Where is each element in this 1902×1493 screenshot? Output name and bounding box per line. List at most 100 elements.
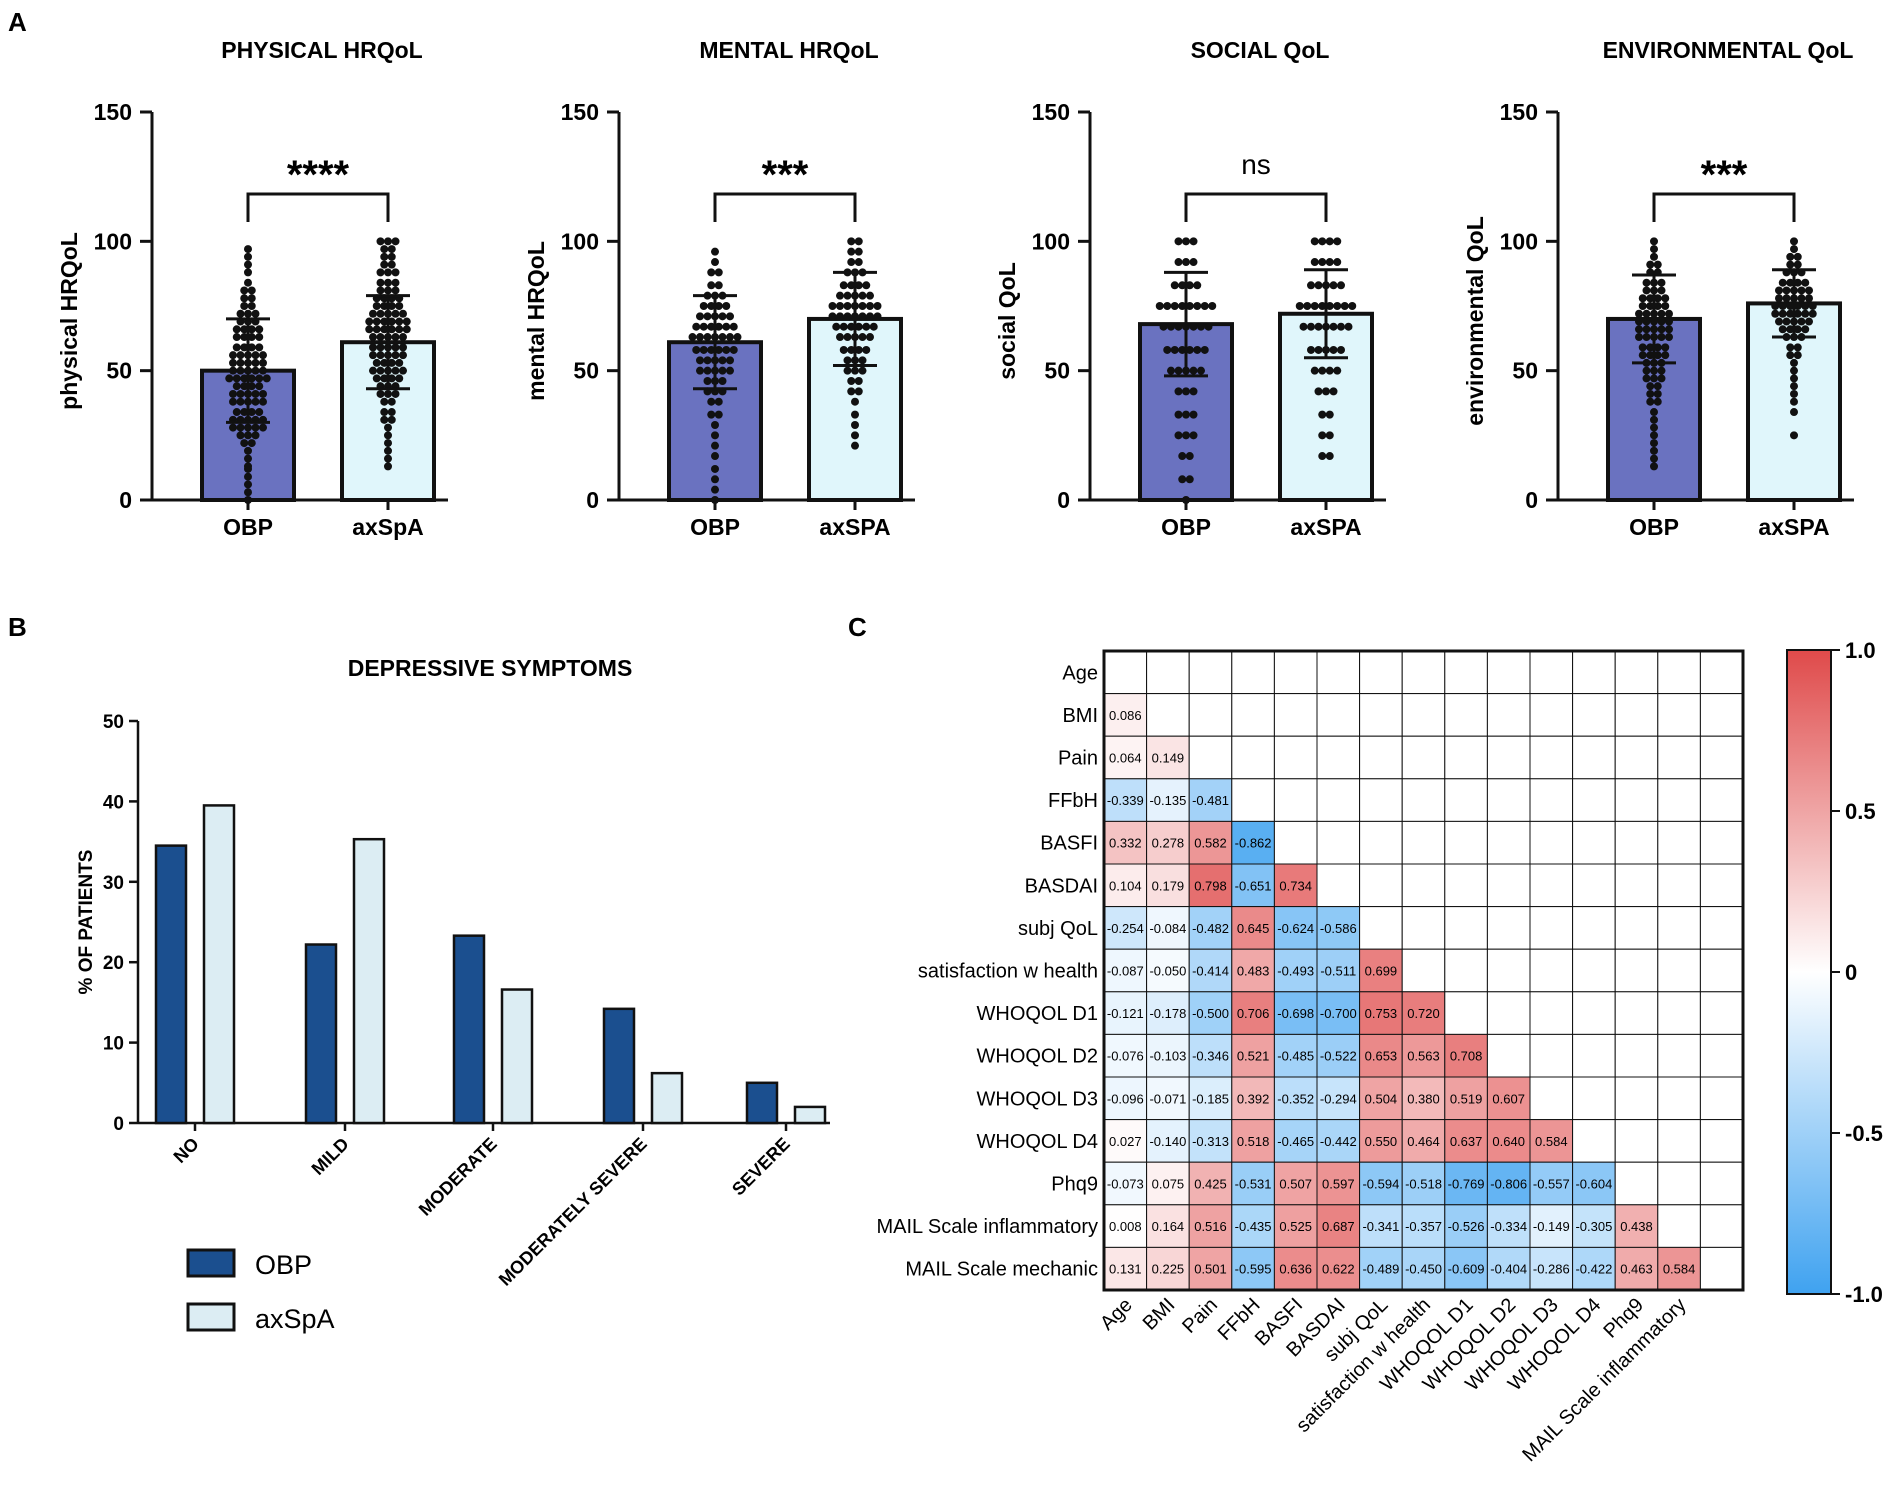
data-point bbox=[839, 322, 848, 331]
data-point bbox=[244, 278, 252, 287]
data-points-axspa bbox=[1295, 237, 1357, 461]
data-point bbox=[244, 309, 252, 318]
heatmap-cell bbox=[1316, 948, 1361, 993]
heatmap-cell bbox=[1529, 1119, 1574, 1163]
heatmap-cell-empty bbox=[1401, 693, 1446, 737]
heatmap-cell-empty bbox=[1614, 906, 1659, 950]
y-tick-label: 50 bbox=[106, 358, 132, 384]
data-point bbox=[1310, 237, 1319, 246]
data-point bbox=[391, 237, 400, 246]
heatmap-cell-empty bbox=[1444, 906, 1488, 950]
data-point bbox=[1182, 410, 1190, 419]
heatmap-cell bbox=[1273, 991, 1318, 1035]
data-point bbox=[399, 343, 407, 352]
data-point bbox=[699, 345, 708, 354]
data-point bbox=[247, 333, 256, 342]
data-point bbox=[384, 462, 392, 471]
data-point bbox=[688, 333, 697, 342]
data-point bbox=[1189, 410, 1198, 419]
heatmap-cell-value: 0.584 bbox=[1535, 1134, 1568, 1149]
data-point bbox=[1653, 351, 1662, 360]
data-point bbox=[259, 423, 267, 432]
heatmap-cell-value: 0.516 bbox=[1194, 1219, 1227, 1234]
data-point bbox=[387, 358, 396, 367]
data-point bbox=[240, 374, 249, 383]
data-point bbox=[1665, 317, 1673, 326]
data-point bbox=[384, 237, 392, 246]
legend-label-obp: OBP bbox=[255, 1250, 312, 1280]
data-point bbox=[1790, 374, 1798, 383]
heatmap-cell bbox=[1359, 1076, 1403, 1121]
heatmap-cell-empty bbox=[1614, 991, 1659, 1035]
heatmap-cell bbox=[1231, 991, 1275, 1035]
heatmap-cell-value: -0.305 bbox=[1575, 1219, 1612, 1234]
data-point bbox=[1790, 366, 1798, 375]
data-point bbox=[376, 237, 385, 246]
y-tick-label: 40 bbox=[103, 792, 124, 813]
heatmap-cell-value: -0.481 bbox=[1192, 793, 1229, 808]
data-point bbox=[718, 377, 727, 386]
data-point bbox=[1805, 286, 1813, 295]
data-point bbox=[1189, 431, 1198, 440]
bar-obp bbox=[602, 1007, 636, 1125]
heatmap-cell bbox=[1273, 1204, 1318, 1248]
data-point bbox=[1318, 302, 1327, 310]
data-point bbox=[1337, 281, 1345, 290]
heatmap-cell-empty bbox=[1444, 820, 1488, 865]
data-point bbox=[1646, 389, 1655, 398]
heatmap-cell bbox=[1146, 863, 1190, 908]
data-point bbox=[714, 281, 723, 290]
heatmap-cell bbox=[1359, 948, 1403, 993]
data-point bbox=[1646, 351, 1655, 360]
data-point bbox=[240, 382, 249, 391]
data-point bbox=[1801, 302, 1810, 310]
heatmap-cell-value: 0.636 bbox=[1279, 1262, 1312, 1277]
heatmap-cell-empty bbox=[1401, 778, 1446, 822]
heatmap-cell-value: -0.489 bbox=[1362, 1262, 1399, 1277]
data-point bbox=[1322, 387, 1330, 396]
data-point bbox=[1159, 322, 1168, 331]
heatmap-cell-value: -0.121 bbox=[1107, 1006, 1144, 1021]
data-point bbox=[854, 281, 863, 290]
heatmap-cell-empty bbox=[1572, 735, 1616, 780]
data-point bbox=[1208, 302, 1217, 310]
heatmap-cell bbox=[1188, 906, 1233, 950]
data-point bbox=[1193, 281, 1202, 290]
data-point bbox=[380, 415, 389, 424]
data-point bbox=[240, 294, 249, 303]
heatmap-cell-empty bbox=[1359, 693, 1403, 737]
heatmap-cell bbox=[1273, 906, 1318, 950]
data-point bbox=[1314, 281, 1323, 290]
data-point bbox=[714, 322, 723, 331]
heatmap-cell bbox=[1188, 991, 1233, 1035]
bar-axspa bbox=[500, 988, 534, 1125]
heatmap-cell-value: 0.501 bbox=[1194, 1262, 1227, 1277]
heatmap-cell-value: -0.595 bbox=[1235, 1262, 1272, 1277]
data-point bbox=[399, 366, 407, 375]
data-point bbox=[244, 260, 252, 269]
heatmap-cell-empty bbox=[1231, 693, 1275, 737]
data-point bbox=[1665, 333, 1673, 342]
data-point bbox=[1657, 286, 1666, 295]
data-point bbox=[1782, 317, 1791, 326]
data-point bbox=[240, 286, 249, 295]
heatmap-cell-empty bbox=[1444, 735, 1488, 780]
significance-label: *** bbox=[762, 153, 809, 197]
data-point bbox=[369, 309, 377, 318]
data-point bbox=[692, 345, 701, 354]
heatmap-cell bbox=[1359, 1246, 1403, 1291]
heatmap-cell-value: -0.862 bbox=[1235, 836, 1272, 851]
heatmap-cell-value: -0.465 bbox=[1277, 1134, 1314, 1149]
data-point bbox=[711, 485, 719, 494]
data-point bbox=[1778, 302, 1787, 310]
data-point bbox=[1650, 462, 1658, 471]
heatmap-cell-value: -0.500 bbox=[1192, 1006, 1229, 1021]
data-point bbox=[236, 309, 245, 318]
heatmap-cell-empty bbox=[1529, 1033, 1574, 1078]
heatmap-cell bbox=[1572, 1161, 1616, 1206]
data-point bbox=[395, 325, 404, 334]
data-point bbox=[244, 488, 252, 497]
y-tick-label: 150 bbox=[561, 99, 599, 125]
data-point bbox=[1329, 387, 1338, 396]
heatmap-cell-empty bbox=[1699, 1161, 1744, 1206]
